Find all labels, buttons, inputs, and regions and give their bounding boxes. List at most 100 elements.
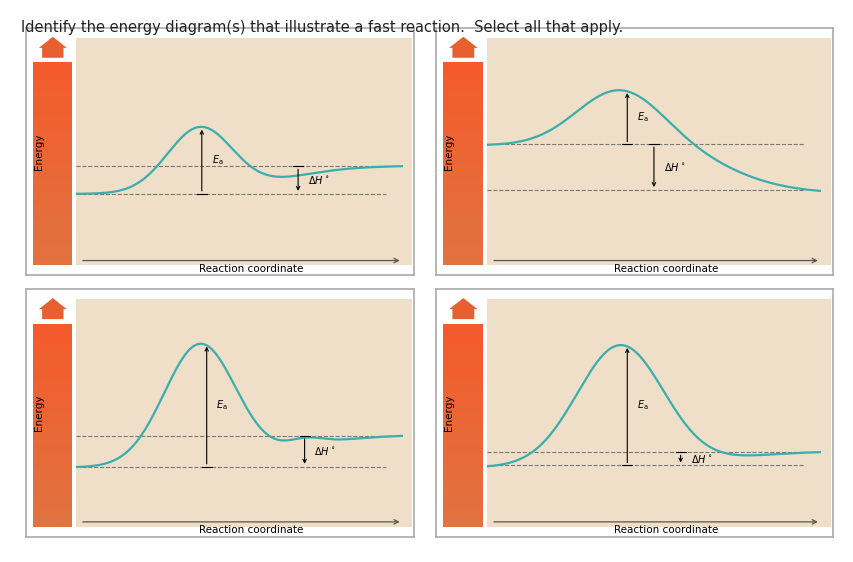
- Text: $\Delta H^\circ$: $\Delta H^\circ$: [308, 174, 328, 186]
- Bar: [443, 191, 483, 198]
- Text: Reaction coordinate: Reaction coordinate: [199, 525, 303, 536]
- Bar: [33, 76, 73, 83]
- Bar: [33, 391, 73, 398]
- Bar: [33, 479, 73, 486]
- Bar: [443, 238, 483, 245]
- Bar: [443, 472, 483, 479]
- Bar: [33, 170, 73, 178]
- Bar: [443, 351, 483, 358]
- Bar: [33, 344, 73, 351]
- FancyArrow shape: [38, 37, 67, 58]
- Text: Identify the energy diagram(s) that illustrate a fast reaction.  Select all that: Identify the energy diagram(s) that illu…: [21, 20, 623, 35]
- Bar: [443, 499, 483, 506]
- Bar: [443, 452, 483, 459]
- Bar: [443, 96, 483, 103]
- Bar: [443, 184, 483, 191]
- Bar: [443, 405, 483, 412]
- Bar: [33, 123, 73, 130]
- Bar: [443, 371, 483, 378]
- Bar: [443, 211, 483, 218]
- Bar: [443, 150, 483, 157]
- Text: Energy: Energy: [444, 134, 454, 170]
- Bar: [33, 425, 73, 432]
- Bar: [33, 324, 73, 331]
- Bar: [443, 116, 483, 124]
- Bar: [443, 459, 483, 466]
- FancyBboxPatch shape: [76, 38, 412, 265]
- Bar: [33, 69, 73, 76]
- Bar: [33, 130, 73, 137]
- Bar: [33, 364, 73, 371]
- Bar: [33, 452, 73, 459]
- Bar: [33, 384, 73, 392]
- Bar: [443, 217, 483, 225]
- Text: Energy: Energy: [444, 395, 454, 431]
- Bar: [443, 398, 483, 405]
- FancyArrow shape: [449, 298, 477, 319]
- Bar: [33, 96, 73, 103]
- Bar: [33, 177, 73, 184]
- Text: $\Delta H^\circ$: $\Delta H^\circ$: [690, 453, 711, 465]
- FancyBboxPatch shape: [486, 300, 830, 527]
- FancyArrow shape: [38, 298, 67, 319]
- Bar: [443, 130, 483, 137]
- Text: Reaction coordinate: Reaction coordinate: [199, 264, 303, 274]
- Bar: [443, 492, 483, 500]
- Bar: [443, 251, 483, 259]
- Bar: [443, 110, 483, 117]
- Bar: [443, 123, 483, 130]
- Bar: [443, 231, 483, 238]
- Bar: [443, 137, 483, 144]
- Bar: [33, 432, 73, 439]
- Bar: [33, 204, 73, 211]
- Bar: [443, 337, 483, 345]
- Text: $E_\mathrm{a}$: $E_\mathrm{a}$: [636, 110, 648, 124]
- Bar: [33, 224, 73, 232]
- Bar: [443, 157, 483, 164]
- Bar: [443, 164, 483, 171]
- Bar: [33, 137, 73, 144]
- Bar: [33, 411, 73, 419]
- Bar: [33, 357, 73, 365]
- Bar: [33, 330, 73, 338]
- Bar: [443, 357, 483, 365]
- Bar: [443, 244, 483, 252]
- Bar: [443, 513, 483, 520]
- Bar: [33, 197, 73, 205]
- Bar: [443, 486, 483, 493]
- Text: $E_\mathrm{a}$: $E_\mathrm{a}$: [212, 153, 223, 167]
- Bar: [443, 197, 483, 205]
- Bar: [443, 204, 483, 211]
- Text: $E_\mathrm{a}$: $E_\mathrm{a}$: [216, 398, 228, 412]
- Bar: [33, 418, 73, 425]
- Bar: [443, 62, 483, 70]
- Bar: [33, 184, 73, 191]
- Bar: [33, 150, 73, 157]
- Bar: [443, 519, 483, 527]
- Bar: [443, 445, 483, 452]
- Bar: [443, 465, 483, 473]
- Bar: [443, 425, 483, 432]
- Bar: [33, 506, 73, 513]
- Bar: [443, 344, 483, 351]
- Bar: [33, 251, 73, 259]
- Bar: [33, 238, 73, 245]
- Bar: [443, 258, 483, 265]
- Bar: [443, 432, 483, 439]
- Bar: [443, 330, 483, 338]
- Bar: [33, 258, 73, 265]
- Bar: [33, 519, 73, 527]
- Bar: [33, 62, 73, 70]
- Text: Reaction coordinate: Reaction coordinate: [613, 525, 717, 536]
- Bar: [33, 157, 73, 164]
- Bar: [443, 324, 483, 331]
- Bar: [33, 398, 73, 405]
- Bar: [443, 479, 483, 486]
- Bar: [33, 405, 73, 412]
- Bar: [33, 465, 73, 473]
- Bar: [33, 459, 73, 466]
- Text: Energy: Energy: [34, 134, 44, 170]
- Bar: [33, 103, 73, 110]
- Bar: [33, 217, 73, 225]
- Text: Energy: Energy: [34, 395, 44, 431]
